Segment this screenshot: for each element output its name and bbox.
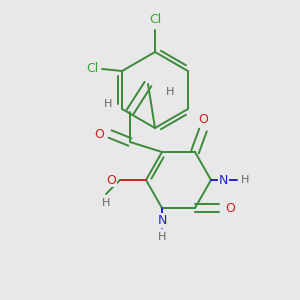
Text: H: H: [103, 99, 112, 109]
Text: H: H: [102, 198, 110, 208]
Text: O: O: [94, 128, 104, 140]
Text: H: H: [166, 87, 174, 97]
Text: H: H: [158, 232, 166, 242]
Text: O: O: [225, 202, 235, 214]
Text: O: O: [198, 113, 208, 126]
Text: Cl: Cl: [86, 62, 98, 76]
Text: O: O: [106, 173, 116, 187]
Text: N: N: [157, 214, 167, 227]
Text: H: H: [241, 175, 249, 185]
Text: N: N: [219, 173, 228, 187]
Text: Cl: Cl: [149, 13, 161, 26]
